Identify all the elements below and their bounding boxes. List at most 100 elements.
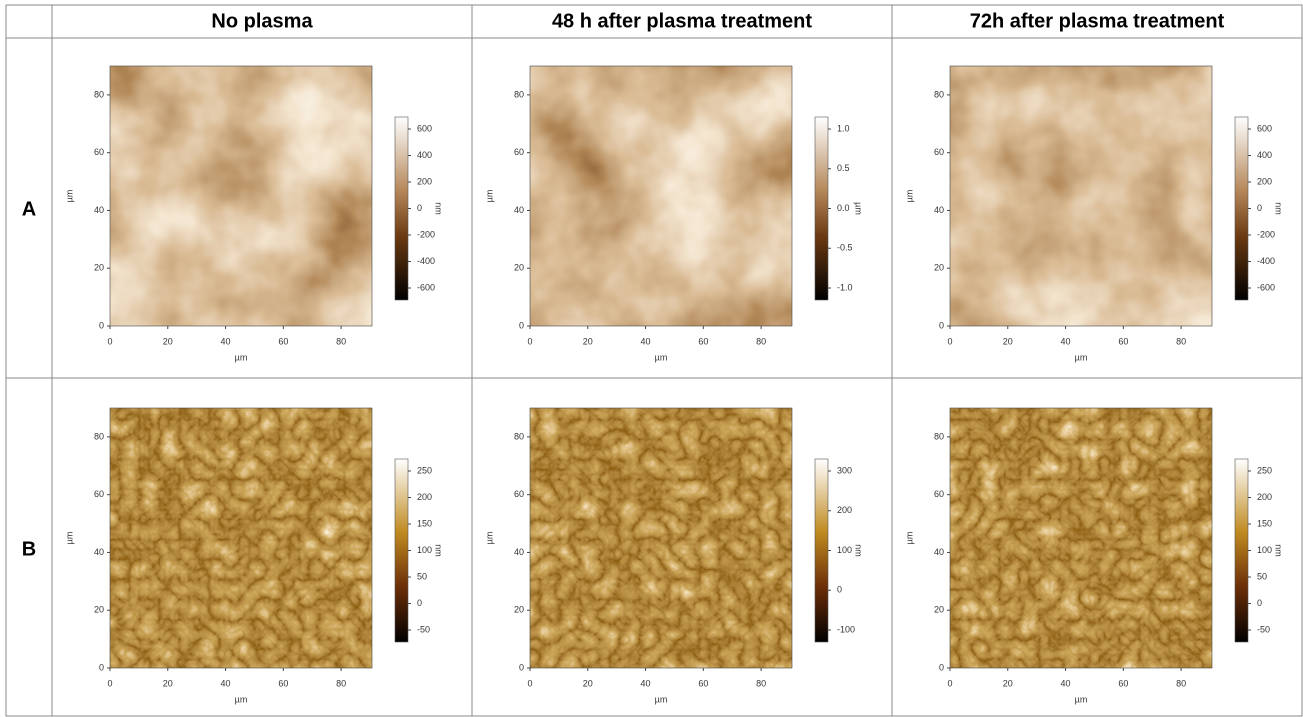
y-axis-label: µm: [904, 190, 914, 203]
x-tick-label: 20: [583, 678, 593, 688]
colorbar-tick-label: 400: [1257, 150, 1272, 160]
colorbar: [815, 117, 828, 300]
x-tick-label: 80: [336, 336, 346, 346]
colorbar-tick-label: 150: [417, 518, 432, 528]
y-tick-label: 0: [519, 320, 524, 330]
x-axis-label: µm: [1075, 352, 1088, 362]
y-tick-label: 0: [519, 662, 524, 672]
colorbar-tick-label: 0: [1257, 598, 1262, 608]
colorbar-tick-label: 200: [417, 176, 432, 186]
x-tick-label: 0: [527, 678, 532, 688]
x-axis-label: µm: [235, 352, 248, 362]
y-axis-label: µm: [64, 532, 74, 545]
colorbar-tick-label: 50: [1257, 571, 1267, 581]
afm-panel: 020406080020406080µmµm1.00.50.0-0.5-1.0µ…: [484, 66, 863, 362]
x-tick-label: 60: [1118, 336, 1128, 346]
colorbar-tick-label: -50: [417, 624, 430, 634]
y-tick-label: 80: [934, 431, 944, 441]
x-tick-label: 0: [107, 336, 112, 346]
colorbar-tick-label: 100: [417, 545, 432, 555]
colorbar-tick-label: 0: [837, 585, 842, 595]
afm-image: [110, 408, 372, 668]
y-tick-label: 60: [934, 147, 944, 157]
y-tick-label: 40: [934, 547, 944, 557]
x-tick-label: 80: [756, 678, 766, 688]
colorbar-tick-label: -600: [1257, 282, 1275, 292]
colorbar-tick-label: 100: [837, 545, 852, 555]
colorbar: [815, 459, 828, 642]
colorbar-tick-label: 0: [417, 203, 422, 213]
colorbar-tick-label: -1.0: [837, 282, 853, 292]
colorbar-tick-label: 300: [837, 465, 852, 475]
y-tick-label: 20: [94, 605, 104, 615]
x-tick-label: 60: [278, 678, 288, 688]
x-tick-label: 40: [1061, 678, 1071, 688]
colorbar-tick-label: 0: [1257, 203, 1262, 213]
y-tick-label: 0: [939, 320, 944, 330]
afm-image: [950, 66, 1212, 326]
colorbar-tick-label: 0.0: [837, 203, 850, 213]
y-tick-label: 60: [514, 489, 524, 499]
colorbar-tick-label: 600: [1257, 123, 1272, 133]
y-tick-label: 0: [99, 662, 104, 672]
y-tick-label: 20: [934, 263, 944, 273]
x-tick-label: 80: [1176, 336, 1186, 346]
y-tick-label: 60: [514, 147, 524, 157]
colorbar-tick-label: 250: [1257, 465, 1272, 475]
x-tick-label: 0: [527, 336, 532, 346]
y-tick-label: 20: [94, 263, 104, 273]
colorbar-tick-label: 100: [1257, 545, 1272, 555]
x-tick-label: 80: [1176, 678, 1186, 688]
x-axis-label: µm: [235, 694, 248, 704]
colorbar-tick-label: -50: [1257, 624, 1270, 634]
colorbar-label: nm: [1274, 202, 1284, 215]
colorbar-tick-label: -100: [837, 624, 855, 634]
colorbar-tick-label: -200: [417, 229, 435, 239]
x-tick-label: 0: [947, 336, 952, 346]
x-tick-label: 60: [1118, 678, 1128, 688]
colorbar-tick-label: -400: [1257, 256, 1275, 266]
x-tick-label: 80: [336, 678, 346, 688]
x-tick-label: 40: [641, 336, 651, 346]
x-tick-label: 60: [698, 336, 708, 346]
x-tick-label: 20: [583, 336, 593, 346]
colorbar-label: nm: [434, 202, 444, 215]
colorbar: [395, 117, 408, 300]
row-label: A: [22, 198, 36, 220]
colorbar-label: nm: [434, 544, 444, 557]
colorbar-tick-label: 200: [417, 492, 432, 502]
x-axis-label: µm: [655, 694, 668, 704]
afm-image: [530, 408, 792, 668]
y-tick-label: 0: [939, 662, 944, 672]
colorbar-tick-label: -600: [417, 282, 435, 292]
y-tick-label: 40: [94, 205, 104, 215]
colorbar-tick-label: -400: [417, 256, 435, 266]
x-tick-label: 40: [221, 678, 231, 688]
x-tick-label: 20: [1003, 678, 1013, 688]
y-tick-label: 80: [514, 431, 524, 441]
figure: No plasma 48 h after plasma treatment 72…: [0, 0, 1303, 717]
x-tick-label: 0: [107, 678, 112, 688]
afm-panel: 020406080020406080µmµm6004002000-200-400…: [64, 66, 443, 362]
colorbar-tick-label: 250: [417, 465, 432, 475]
x-tick-label: 0: [947, 678, 952, 688]
y-tick-label: 20: [934, 605, 944, 615]
y-tick-label: 20: [514, 263, 524, 273]
y-tick-label: 80: [514, 89, 524, 99]
colorbar-label: µm: [854, 202, 864, 215]
afm-image: [110, 66, 372, 326]
x-axis-label: µm: [655, 352, 668, 362]
y-axis-label: µm: [64, 190, 74, 203]
x-tick-label: 80: [756, 336, 766, 346]
y-tick-label: 20: [514, 605, 524, 615]
column-header: 48 h after plasma treatment: [552, 10, 812, 32]
y-axis-label: µm: [484, 190, 494, 203]
y-tick-label: 40: [934, 205, 944, 215]
x-axis-label: µm: [1075, 694, 1088, 704]
x-tick-label: 40: [641, 678, 651, 688]
x-tick-label: 60: [698, 678, 708, 688]
